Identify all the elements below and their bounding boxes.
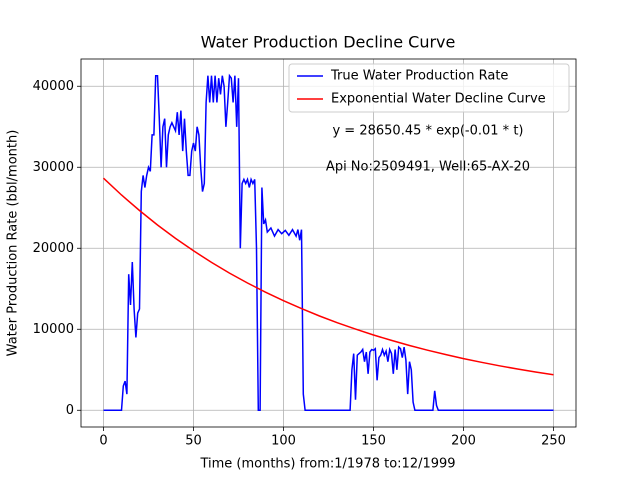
x-tick-label: 0 [99, 434, 107, 449]
series-line [103, 73, 554, 412]
x-tick-label: 250 [541, 434, 566, 449]
annotation: Api No:2509491, Well:65-AX-20 [326, 160, 530, 175]
y-tick-label: 10000 [33, 322, 74, 337]
series-line [102, 177, 554, 376]
legend-label: True Water Production Rate [330, 69, 508, 84]
x-tick-label: 200 [451, 434, 476, 449]
x-axis-label: Time (months) from:1/1978 to:12/1999 [199, 457, 455, 472]
x-tick-label: 50 [185, 434, 202, 449]
y-tick-label: 40000 [33, 79, 74, 94]
legend-box [288, 63, 570, 113]
y-tick-label: 0 [66, 403, 74, 418]
annotation: y = 28650.45 * exp(-0.01 * t) [332, 124, 523, 139]
x-tick-label: 100 [271, 434, 296, 449]
x-tick-label: 150 [361, 434, 386, 449]
plot-frame [80, 58, 577, 428]
y-tick-label: 30000 [33, 160, 74, 175]
chart-title: Water Production Decline Curve [201, 33, 456, 52]
y-axis-label: Water Production Rate (bbl/month) [6, 130, 21, 357]
y-tick-label: 20000 [33, 241, 74, 256]
legend-label: Exponential Water Decline Curve [331, 92, 546, 107]
